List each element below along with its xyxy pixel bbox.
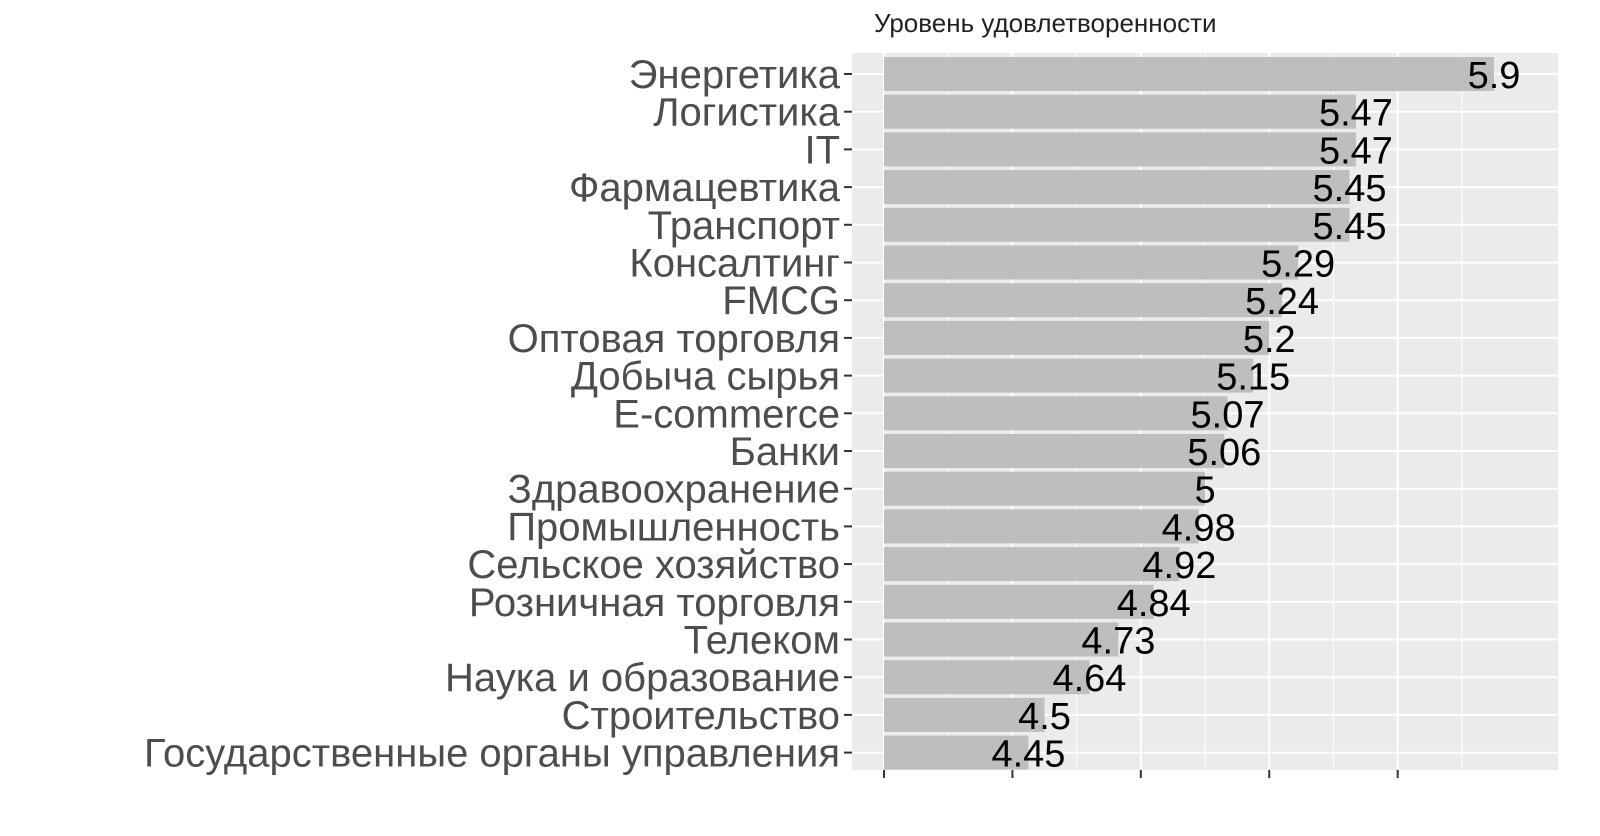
data-label: 4.45: [991, 734, 1065, 776]
bar: [884, 207, 1350, 242]
data-label: 5.45: [1313, 168, 1387, 210]
bar: [884, 697, 1045, 732]
data-label: 5.24: [1245, 281, 1319, 323]
data-label: 5.15: [1216, 357, 1290, 399]
data-label: 5: [1194, 470, 1215, 512]
category-label: Оптовая торговля: [508, 317, 840, 361]
bar: [884, 94, 1356, 129]
bar: [884, 735, 1029, 770]
data-label: 4.84: [1117, 583, 1191, 625]
bar: [884, 434, 1225, 468]
bar: [884, 245, 1299, 280]
data-label: 5.2: [1243, 319, 1296, 361]
category-label: Наука и образование: [445, 656, 840, 700]
category-label: Сельское хозяйство: [467, 543, 840, 587]
data-label: 5.07: [1191, 394, 1265, 436]
category-label: Фармацевтика: [569, 166, 841, 210]
data-label: 5.29: [1261, 244, 1335, 286]
data-label: 4.92: [1142, 545, 1216, 587]
category-label: E-commerce: [613, 392, 840, 436]
bar: [884, 358, 1254, 393]
category-label: Телеком: [684, 619, 840, 663]
bar: [884, 471, 1206, 506]
bar: [884, 170, 1350, 205]
category-label: Добыча сырья: [571, 355, 840, 399]
data-label: 5.47: [1319, 130, 1393, 172]
bar: [884, 584, 1154, 619]
data-label: 4.64: [1052, 658, 1126, 700]
bar: [884, 660, 1090, 695]
category-label: Логистика: [653, 91, 840, 135]
category-label: Здравоохранение: [508, 468, 840, 512]
category-label: FMCG: [722, 279, 840, 323]
bar: [884, 396, 1228, 431]
bar: [884, 132, 1356, 167]
category-label: Консалтинг: [629, 242, 840, 286]
bar: [884, 622, 1119, 657]
bar: [884, 283, 1283, 318]
category-label: Государственные органы управления: [144, 732, 840, 776]
category-label: IT: [804, 128, 840, 172]
data-label: 5.9: [1468, 55, 1521, 97]
data-label: 5.06: [1187, 432, 1261, 474]
chart-title: Уровень удовлетворенности: [874, 8, 1217, 38]
data-label: 4.73: [1081, 621, 1155, 663]
data-label: 4.98: [1162, 507, 1236, 549]
category-label: Транспорт: [648, 204, 840, 248]
data-label: 5.45: [1313, 206, 1387, 248]
category-label: Банки: [730, 430, 840, 474]
bar: [884, 509, 1199, 544]
data-label: 4.5: [1018, 696, 1071, 738]
data-label: 5.47: [1319, 93, 1393, 135]
category-label: Промышленность: [507, 505, 840, 549]
category-label: Строительство: [562, 694, 840, 738]
bar: [884, 547, 1180, 582]
bar: [884, 57, 1494, 91]
category-label: Энергетика: [629, 53, 841, 97]
bar: [884, 320, 1270, 355]
category-label: Розничная торговля: [469, 581, 840, 625]
